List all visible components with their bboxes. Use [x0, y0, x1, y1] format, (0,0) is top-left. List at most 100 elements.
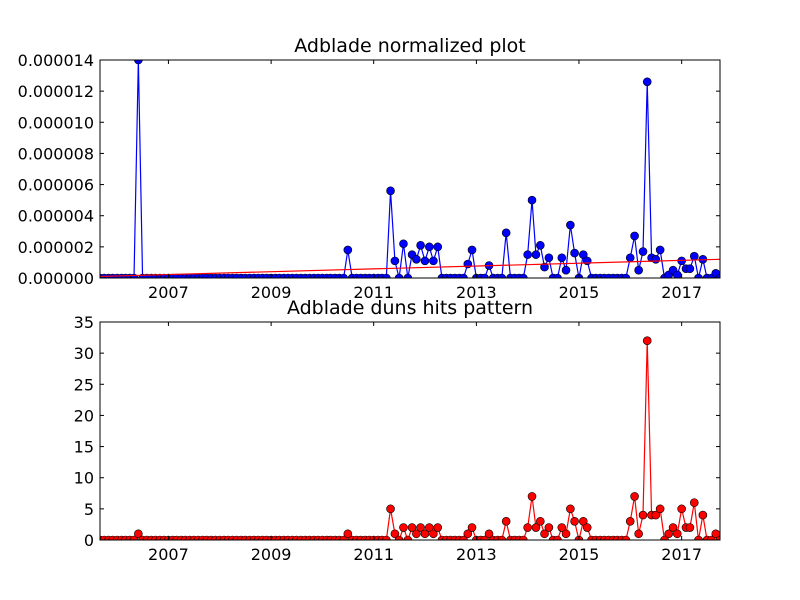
- top-y-tick-label: 0.000000: [18, 269, 94, 288]
- top-data-point: [459, 273, 468, 278]
- bottom-y-tick-label: 30: [74, 344, 94, 363]
- top-data-point: [544, 253, 554, 263]
- top-data-point: [480, 273, 489, 278]
- top-x-tick-label: 2011: [353, 283, 394, 302]
- bottom-y-tick-label: 10: [74, 469, 94, 488]
- top-data-point: [531, 250, 541, 259]
- bottom-data-point: [566, 504, 575, 514]
- top-data-point: [630, 231, 639, 241]
- top-data-point: [715, 273, 720, 278]
- bottom-data-point: [540, 529, 549, 539]
- bottom-x-tick-label: 2013: [456, 545, 497, 564]
- bottom-data-point: [668, 523, 678, 532]
- bottom-data-point: [655, 504, 665, 514]
- top-data-point: [394, 273, 404, 278]
- bottom-data-point: [519, 535, 528, 540]
- bottom-data-point: [433, 523, 443, 532]
- top-data-point: [638, 247, 648, 256]
- bottom-data-point: [394, 535, 404, 540]
- bottom-data-point: [715, 535, 720, 540]
- bottom-data-point: [557, 523, 567, 532]
- bottom-data-point: [689, 498, 699, 507]
- bottom-data-point: [536, 517, 545, 526]
- bottom-y-tick-label: 20: [74, 406, 94, 425]
- top-data-point: [561, 265, 571, 275]
- top-data-point: [343, 245, 353, 255]
- top-y-tick-label: 0.000004: [18, 207, 94, 226]
- bottom-x-tick-label: 2015: [559, 545, 600, 564]
- bottom-data-point: [501, 517, 511, 526]
- top-y-tick-label: 0.000008: [18, 144, 94, 163]
- bottom-data-point: [553, 535, 562, 540]
- bottom-y-tick-label: 25: [74, 375, 94, 394]
- bottom-data-point: [382, 535, 391, 540]
- bottom-data-point: [698, 510, 708, 520]
- bottom-data-point: [672, 529, 682, 539]
- bottom-data-point: [527, 492, 537, 501]
- bottom-y-tick-label: 15: [74, 438, 94, 457]
- top-data-point: [582, 256, 592, 266]
- bottom-chart: Adblade duns hits pattern 2007 2009 2011 20…: [74, 297, 721, 564]
- top-axes-frame: [99, 59, 721, 279]
- top-data-point: [621, 273, 631, 278]
- top-data-point: [412, 255, 421, 264]
- top-data-point: [527, 195, 537, 205]
- bottom-data-point: [621, 535, 631, 540]
- top-data-point: [134, 60, 143, 65]
- bottom-data-point: [134, 529, 143, 539]
- bottom-data-point: [638, 510, 648, 520]
- top-data-point: [386, 186, 395, 196]
- top-data-point: [634, 265, 643, 275]
- top-y-tick-label: 0.000002: [18, 238, 94, 257]
- top-data-point: [570, 248, 579, 258]
- top-data-point: [425, 242, 434, 252]
- bottom-data-point: [544, 523, 554, 532]
- top-y-tick-label: 0.000010: [18, 113, 94, 132]
- bottom-data-point: [570, 517, 579, 526]
- top-data-point: [540, 262, 549, 272]
- top-y-tick-label: 0.000014: [18, 51, 94, 70]
- bottom-x-tick-label: 2011: [353, 545, 394, 564]
- top-data-point: [553, 273, 562, 278]
- top-chart: Adblade normalized plot 2007 2009 2011 2013…: [18, 35, 721, 302]
- top-data-point: [523, 250, 532, 259]
- bottom-data-point: [412, 529, 421, 539]
- top-data-point: [497, 273, 507, 278]
- top-y-tick-label: 0.000006: [18, 176, 94, 195]
- bottom-data-point: [497, 535, 507, 540]
- top-x-tick-label: 2007: [148, 283, 189, 302]
- top-data-point: [420, 256, 430, 266]
- bottom-data-point: [425, 523, 434, 532]
- bottom-y-tick-label: 35: [74, 313, 94, 332]
- top-data-point: [689, 251, 699, 261]
- top-data-point: [557, 253, 567, 263]
- top-data-point: [403, 273, 413, 278]
- bottom-axes-frame: [99, 321, 721, 541]
- bottom-data-point: [685, 523, 695, 532]
- bottom-data-point: [625, 517, 635, 526]
- top-data-point: [501, 228, 511, 238]
- top-data-point: [339, 273, 348, 278]
- bottom-y-tick-label: 5: [84, 500, 94, 519]
- top-series-1-line: [100, 258, 720, 278]
- bottom-data-point: [582, 523, 592, 532]
- bottom-series-layer: [100, 336, 720, 540]
- bottom-data-point: [694, 535, 703, 540]
- bottom-data-point: [420, 529, 430, 539]
- bottom-x-tick-label: 2007: [148, 545, 189, 564]
- top-data-point: [467, 245, 477, 255]
- bottom-data-point: [531, 523, 541, 532]
- top-x-tick-label: 2015: [559, 283, 600, 302]
- top-data-point: [429, 256, 438, 266]
- bottom-chart-title: Adblade duns hits pattern: [287, 297, 533, 319]
- top-data-point: [519, 273, 528, 278]
- top-data-point: [655, 245, 665, 255]
- top-axis-ticks: 2007 2009 2011 2013 2015 2017 0.000000 0.000002…: [18, 51, 720, 302]
- bottom-axis-ticks: 2007 2009 2011 2013 2015 2017 0 5 10 15 20 25 30 35: [74, 313, 720, 564]
- bottom-data-point: [399, 523, 408, 532]
- top-x-tick-label: 2013: [456, 283, 497, 302]
- top-data-point: [578, 250, 588, 259]
- bottom-data-point: [630, 492, 639, 501]
- bottom-data-point: [634, 529, 643, 539]
